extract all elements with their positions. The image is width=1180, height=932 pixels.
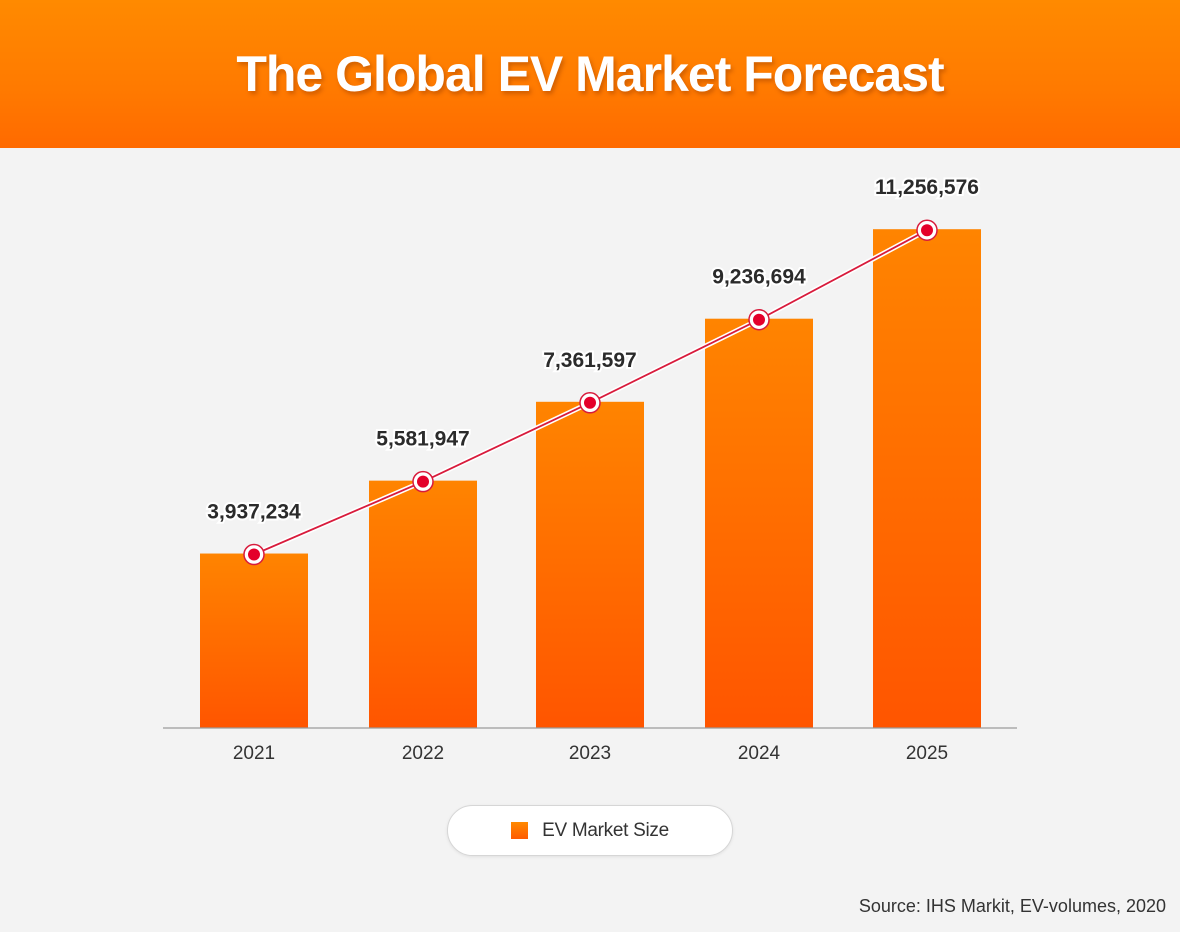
bar-2024 [705, 318, 813, 728]
chart-title: The Global EV Market Forecast [236, 46, 944, 102]
marker-point-2024 [753, 313, 765, 326]
header-banner: The Global EV Market Forecast [0, 0, 1180, 148]
legend-swatch [511, 822, 529, 839]
legend-label: EV Market Size [542, 819, 669, 841]
source-note: Source: IHS Markit, EV-volumes, 2020 [858, 896, 1166, 916]
data-label-2024: 9,236,694 [712, 266, 806, 289]
marker-point-2021 [248, 548, 260, 561]
x-tick-label: 2025 [906, 743, 948, 764]
x-tick-label: 2022 [402, 743, 444, 764]
x-tick-label: 2021 [233, 743, 275, 764]
bar-2023 [536, 401, 644, 728]
bar-2022 [369, 480, 477, 728]
marker-point-2025 [921, 224, 933, 237]
marker-point-2022 [417, 475, 429, 488]
data-label-2021: 3,937,234 [207, 501, 301, 524]
x-tick-label: 2023 [569, 743, 611, 764]
data-label-2022: 5,581,947 [376, 428, 469, 451]
data-label-2023: 7,361,597 [543, 349, 636, 372]
bar-chart: 2021 2022 2023 2024 2025 3,937,234 5,581,947 7… [163, 174, 1017, 764]
bar-2021 [200, 553, 308, 728]
marker-point-2023 [584, 396, 596, 409]
legend: EV Market Size [447, 805, 733, 856]
data-label-2025: 11,256,576 [875, 176, 979, 199]
x-tick-label: 2024 [738, 743, 781, 764]
bar-2025 [873, 229, 981, 728]
